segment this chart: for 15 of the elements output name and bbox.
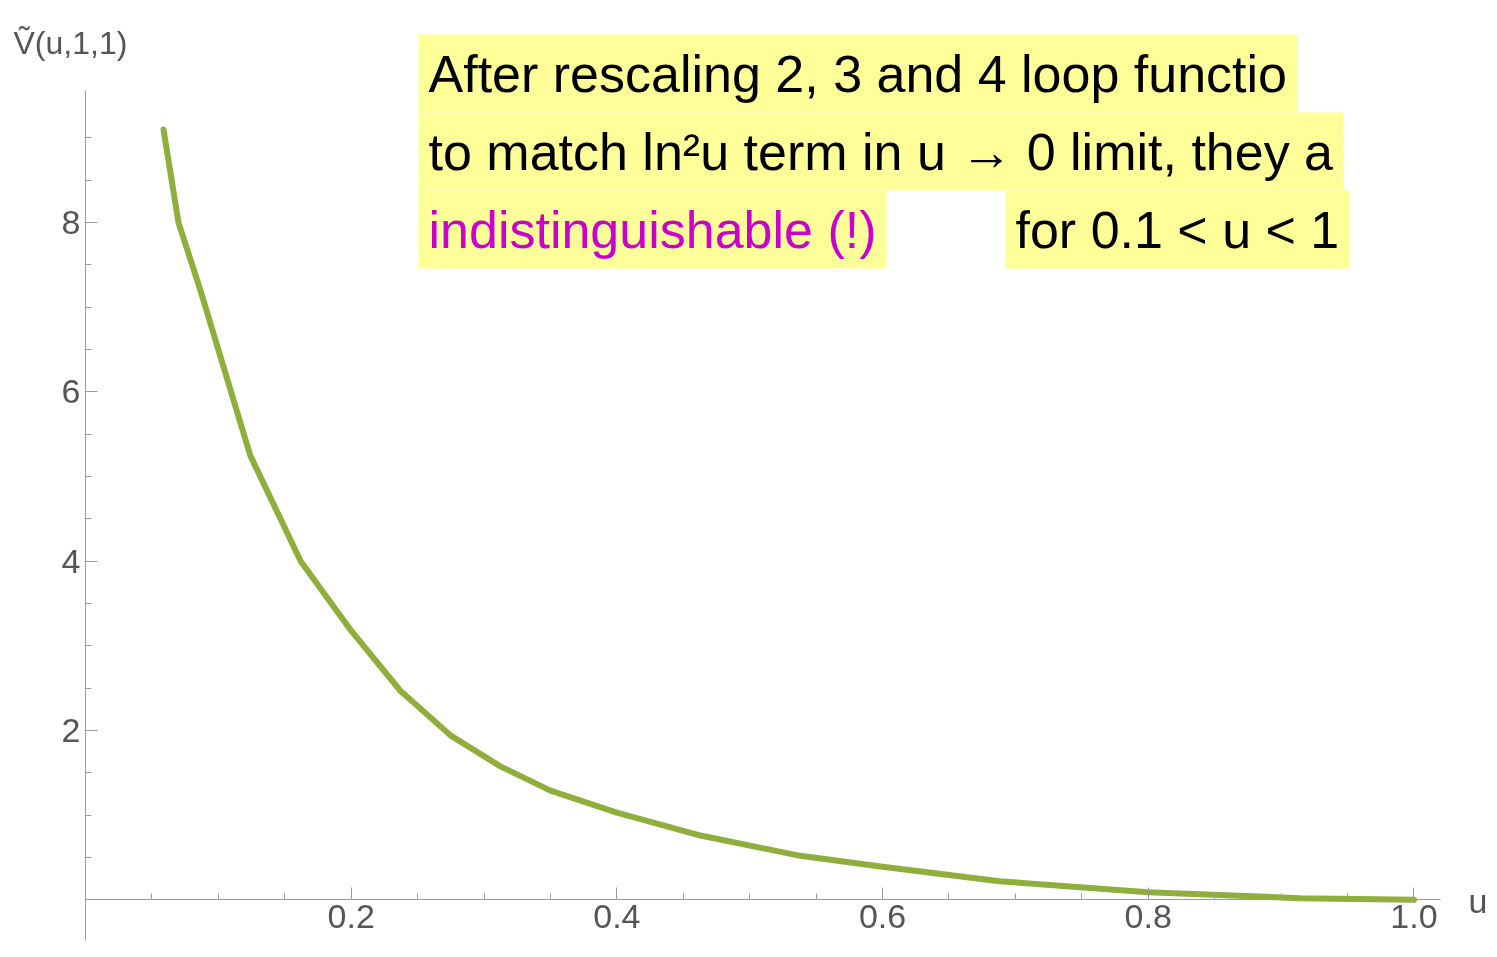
y-axis-title: Ṽ(u,1,1): [13, 24, 128, 61]
y-tick-label: 6: [61, 372, 81, 411]
y-tick-label: 2: [61, 711, 81, 750]
x-tick-label: 0.4: [593, 896, 641, 935]
x-tick-label: 0.6: [858, 896, 907, 935]
x-axis-title: u: [1468, 881, 1488, 920]
annotation: indistinguishable (!): [428, 200, 877, 259]
y-tick-label: 4: [61, 541, 81, 580]
annotation: to match ln²u term in u → 0 limit, they a: [428, 122, 1334, 181]
x-tick-label: 1.0: [1390, 896, 1438, 935]
y-tick-label: 8: [61, 203, 81, 242]
annotation: for 0.1 < u < 1: [1015, 200, 1340, 259]
x-tick-label: 0.8: [1124, 896, 1172, 935]
x-tick-label: 0.2: [327, 896, 375, 935]
annotation: After rescaling 2, 3 and 4 loop functio: [428, 44, 1288, 103]
